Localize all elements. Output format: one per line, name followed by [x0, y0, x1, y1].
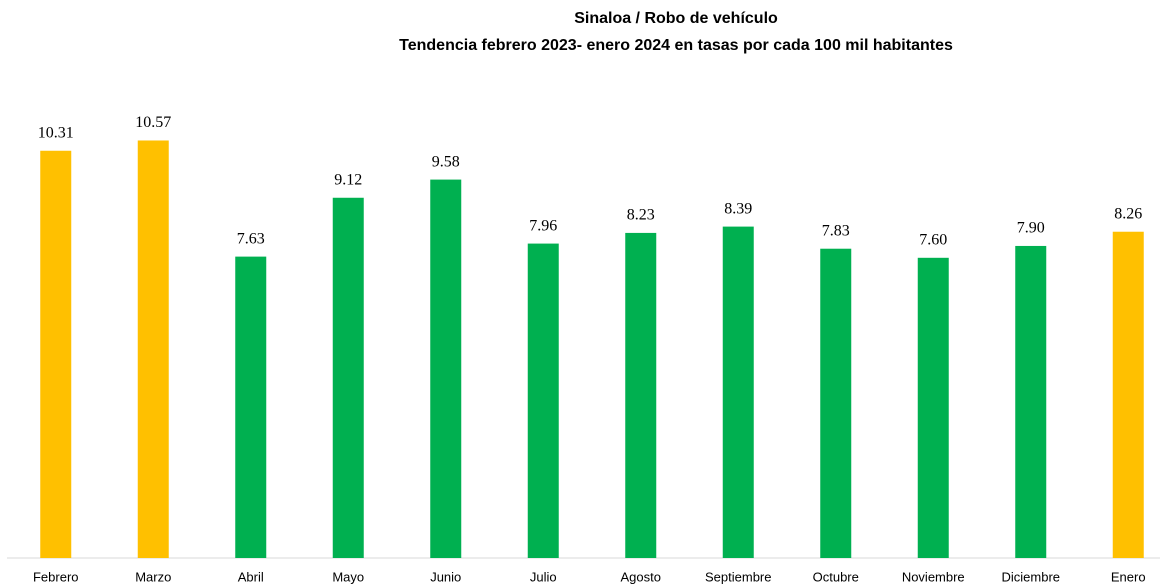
bar — [1015, 245, 1047, 558]
value-label: 8.23 — [627, 207, 655, 224]
value-label: 10.57 — [135, 114, 171, 131]
x-tick-label: Diciembre — [1001, 569, 1060, 584]
value-label: 9.58 — [432, 153, 460, 170]
bar — [235, 256, 267, 558]
value-label: 7.63 — [237, 230, 265, 247]
value-label: 7.83 — [822, 222, 850, 239]
x-tick-label: Octubre — [813, 569, 859, 584]
x-tick-label: Julio — [530, 569, 557, 584]
chart-subtitle: Tendencia febrero 2023- enero 2024 en ta… — [399, 37, 953, 54]
bar — [1112, 231, 1144, 559]
x-tick-label: Febrero — [33, 569, 79, 584]
x-tick-label: Mayo — [332, 569, 364, 584]
bar — [332, 197, 364, 558]
bar — [40, 150, 72, 558]
x-tick-label: Enero — [1111, 569, 1146, 584]
bar — [722, 226, 754, 558]
value-label: 9.12 — [334, 171, 362, 188]
value-label: 8.26 — [1114, 205, 1142, 222]
bar — [820, 248, 852, 558]
bar — [625, 232, 657, 559]
value-label: 7.90 — [1017, 220, 1045, 237]
chart-title: Sinaloa / Robo de vehículo — [574, 10, 778, 27]
bar — [430, 179, 462, 558]
x-tick-label: Septiembre — [705, 569, 771, 584]
bar — [137, 140, 169, 559]
x-tick-label: Marzo — [135, 569, 171, 584]
x-tick-label: Noviembre — [902, 569, 965, 584]
x-tick-label: Abril — [238, 569, 264, 584]
value-label: 8.39 — [724, 200, 752, 217]
bar — [527, 243, 559, 558]
x-tick-label: Junio — [430, 569, 461, 584]
x-tick-label: Agosto — [621, 569, 661, 584]
value-label: 7.60 — [919, 231, 947, 248]
value-label: 7.96 — [529, 217, 557, 234]
bar — [917, 257, 949, 558]
value-label: 10.31 — [38, 124, 74, 141]
